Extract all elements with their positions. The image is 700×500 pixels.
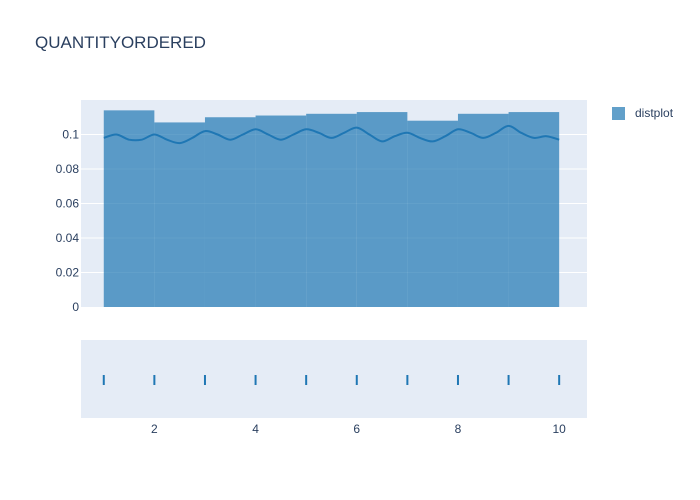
legend[interactable]: distplot [612, 106, 673, 120]
histogram-bar [407, 120, 458, 307]
x-tick-label: 8 [455, 422, 462, 436]
x-tick-label: 2 [151, 422, 158, 436]
y-tick-label: 0 [72, 300, 79, 314]
chart-title: QUANTITYORDERED [35, 33, 206, 52]
histogram-bar [457, 113, 509, 307]
histogram-bar [255, 115, 307, 308]
legend-swatch [612, 106, 625, 120]
y-tick-label: 0.06 [56, 197, 80, 211]
x-tick-label: 10 [552, 422, 566, 436]
y-tick-label: 0.04 [56, 231, 80, 245]
histogram-bars [103, 110, 560, 308]
histogram-bar [204, 117, 256, 307]
y-tick-labels: 0 0.02 0.04 0.06 0.08 0.1 [56, 128, 80, 315]
legend-label[interactable]: distplot [635, 106, 674, 120]
histogram-bar [306, 113, 357, 307]
kde-curve [103, 124, 560, 145]
histogram-bar [154, 122, 205, 307]
y-tick-label: 0.02 [56, 266, 80, 280]
rug-plot-background [81, 340, 587, 418]
histogram-bar [508, 112, 560, 307]
x-tick-labels: 2 4 6 8 10 [151, 422, 566, 436]
y-tick-label: 0.1 [62, 128, 79, 142]
y-tick-label: 0.08 [56, 162, 80, 176]
histogram-bar [103, 110, 155, 307]
x-tick-label: 4 [252, 422, 259, 436]
rug-marks [102, 375, 561, 385]
histogram-bar [356, 112, 408, 307]
x-tick-label: 6 [353, 422, 360, 436]
